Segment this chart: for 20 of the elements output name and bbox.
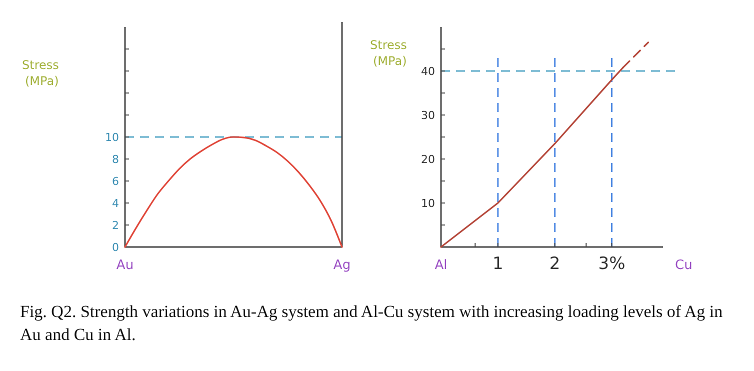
y-tick-label: 20 [421, 152, 435, 166]
y-tick-label: 10 [421, 196, 435, 210]
y-tick-label: 10 [105, 130, 119, 144]
y-tick-label: 30 [421, 108, 435, 122]
x-tick-label: 1 [492, 254, 504, 274]
x-tick-label: 2 [549, 254, 560, 274]
x-axis-title: Cu [675, 258, 692, 273]
y-tick-label: 40 [421, 64, 435, 78]
x-tick-label: Ag [333, 258, 351, 273]
caption: Fig. Q2. Strength variations in Au-Ag system and Al-Cu system with increasing loading levels of Ag in Au and Cu in Al. [20, 301, 724, 346]
x-tick-label: Al [434, 258, 448, 273]
y-axis-title: Stress (MPa) [22, 58, 59, 88]
x-tick-label: Au [116, 258, 134, 273]
x-tick-label: 3% [598, 254, 626, 274]
y-tick-label: 4 [112, 196, 119, 210]
y-tick-label: 6 [112, 174, 119, 188]
y-tick-label: 2 [112, 218, 119, 232]
y-tick-label: 8 [112, 152, 119, 166]
y-tick-label: 0 [112, 240, 119, 254]
y-axis-title: Stress (MPa) [370, 38, 407, 68]
